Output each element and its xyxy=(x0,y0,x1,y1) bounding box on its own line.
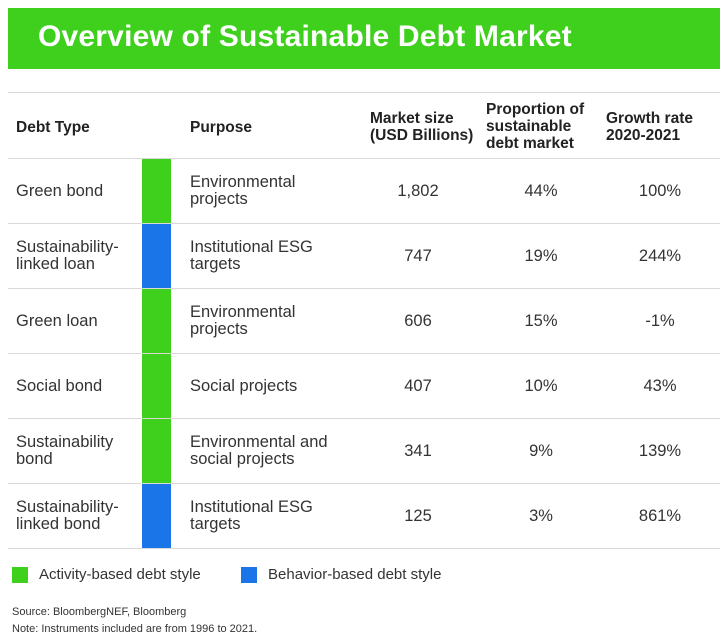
proportion-cell: 44% xyxy=(524,182,558,200)
growth-rate-cell: 861% xyxy=(638,507,682,525)
growth-rate-cell: 139% xyxy=(638,442,682,460)
debt-type-cell-line: bond xyxy=(16,450,53,468)
legend-swatch-activity xyxy=(12,566,28,583)
debt-type-cell: Sustainability bond xyxy=(16,434,144,468)
proportion-cell: 3% xyxy=(529,507,553,525)
table-row: Green loan Environmental projects 606 15% -1% xyxy=(8,288,720,354)
purpose-cell-line: projects xyxy=(190,190,248,208)
debt-style-swatch xyxy=(142,419,171,484)
debt-type-cell-line: Green bond xyxy=(16,182,104,200)
purpose-cell-line: targets xyxy=(190,255,241,273)
debt-style-swatch xyxy=(142,159,171,224)
legend-item-activity: Activity-based debt style xyxy=(12,566,201,583)
table-row: Green bond Environmental projects 1,802 44% 1… xyxy=(8,158,720,224)
header-market-size: Market size (USD Billions) xyxy=(370,110,474,144)
debt-style-swatch xyxy=(142,484,171,549)
purpose-cell-line: Environmental xyxy=(190,303,296,321)
proportion-cell: 19% xyxy=(524,247,558,265)
debt-type-cell: Social bond xyxy=(16,378,144,395)
market-size-cell: 407 xyxy=(404,377,432,395)
table-header-row: Debt Type Purpose Market size (USD Billi… xyxy=(8,93,720,157)
proportion-cell: 10% xyxy=(524,377,558,395)
title-banner: Overview of Sustainable Debt Market xyxy=(8,8,720,69)
header-purpose: Purpose xyxy=(190,119,253,136)
table-row: Social bond Social projects 407 10% 43% xyxy=(8,353,720,419)
purpose-cell-line: projects xyxy=(190,320,248,338)
debt-type-cell-line: Social bond xyxy=(16,377,103,395)
debt-type-cell-line: Sustainability- xyxy=(16,498,119,516)
purpose-cell: Environmental projects xyxy=(190,174,365,208)
proportion-cell: 9% xyxy=(529,442,553,460)
growth-rate-cell: 244% xyxy=(638,247,682,265)
debt-type-cell: Sustainability-linked bond xyxy=(16,499,144,533)
purpose-cell: Environmental and social projects xyxy=(190,434,365,468)
purpose-cell-line: Social projects xyxy=(190,377,298,395)
debt-type-cell-line: Sustainability- xyxy=(16,238,119,256)
header-proportion: Proportion of sustainable debt market xyxy=(486,101,585,152)
market-size-cell: 606 xyxy=(404,312,432,330)
table-row: Sustainability bond Environmental and socia… xyxy=(8,418,720,484)
debt-type-cell-line: Green loan xyxy=(16,312,98,330)
legend: Activity-based debt style Behavior-based… xyxy=(8,566,720,588)
legend-label-activity: Activity-based debt style xyxy=(39,566,201,583)
table-row: Sustainability-linked bond Institutional … xyxy=(8,483,720,549)
debt-type-cell: Green loan xyxy=(16,313,144,330)
debt-type-cell: Sustainability-linked loan xyxy=(16,239,144,273)
page-title: Overview of Sustainable Debt Market xyxy=(38,20,572,53)
market-size-cell: 1,802 xyxy=(397,182,439,200)
purpose-cell: Social projects xyxy=(190,378,365,395)
legend-swatch-behavior xyxy=(241,566,257,583)
table-bottom-rule xyxy=(8,548,720,549)
debt-type-cell-line: linked loan xyxy=(16,255,95,273)
source-note: Source: BloombergNEF, Bloomberg xyxy=(12,606,187,618)
purpose-cell-line: Environmental and xyxy=(190,433,328,451)
purpose-cell: Institutional ESG targets xyxy=(190,499,365,533)
purpose-cell-line: Institutional ESG xyxy=(190,498,313,516)
purpose-cell-line: Institutional ESG xyxy=(190,238,313,256)
proportion-cell: 15% xyxy=(524,312,558,330)
debt-style-swatch xyxy=(142,224,171,289)
header-growth-rate: Growth rate 2020-2021 xyxy=(606,110,693,144)
footnote: Note: Instruments included are from 1996… xyxy=(12,623,258,635)
header-debt-type: Debt Type xyxy=(16,119,90,136)
debt-style-swatch xyxy=(142,289,171,354)
purpose-cell-line: targets xyxy=(190,515,241,533)
market-size-cell: 341 xyxy=(404,442,432,460)
market-size-cell: 125 xyxy=(404,507,432,525)
purpose-cell-line: Environmental xyxy=(190,173,296,191)
table-row: Sustainability-linked loan Institutional … xyxy=(8,223,720,289)
debt-style-swatch xyxy=(142,354,171,419)
market-size-cell: 747 xyxy=(404,247,432,265)
debt-type-cell-line: linked bond xyxy=(16,515,101,533)
purpose-cell: Institutional ESG targets xyxy=(190,239,365,273)
purpose-cell: Environmental projects xyxy=(190,304,365,338)
table-top-rule xyxy=(8,92,720,93)
debt-type-cell: Green bond xyxy=(16,183,144,200)
growth-rate-cell: 43% xyxy=(643,377,677,395)
growth-rate-cell: -1% xyxy=(645,312,675,330)
legend-label-behavior: Behavior-based debt style xyxy=(268,566,442,583)
legend-item-behavior: Behavior-based debt style xyxy=(241,566,441,583)
purpose-cell-line: social projects xyxy=(190,450,295,468)
growth-rate-cell: 100% xyxy=(638,182,682,200)
debt-type-cell-line: Sustainability xyxy=(16,433,114,451)
